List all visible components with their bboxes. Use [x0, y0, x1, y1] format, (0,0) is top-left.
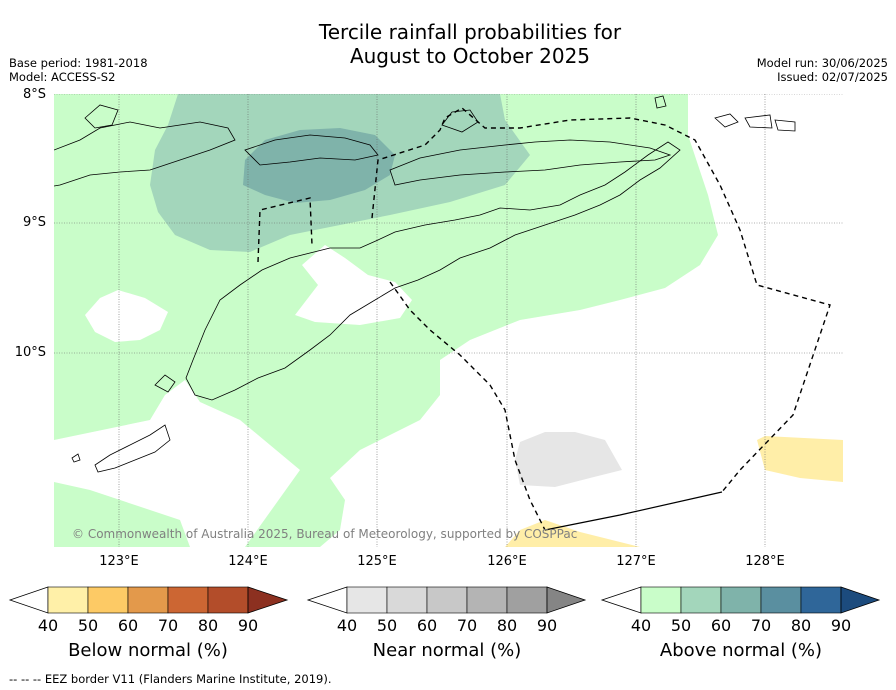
pantar-coastline	[84, 104, 119, 129]
near-normal-extend-high	[546, 586, 587, 614]
map-title: Tercile rainfall probabilities for Augus…	[0, 20, 896, 68]
moa-coastline	[744, 114, 773, 129]
below-tick-90: 90	[237, 616, 259, 635]
below-tick-60: 60	[117, 616, 139, 635]
above-tick-90: 90	[830, 616, 852, 635]
lon-label-125e: 125°E	[357, 554, 397, 569]
title-line-1: Tercile rainfall probabilities for	[318, 20, 622, 44]
lat-label-9s: 9°S	[22, 215, 46, 230]
near-tick-40: 40	[336, 616, 358, 635]
near-tick-60: 60	[416, 616, 438, 635]
above-tick-40: 40	[630, 616, 652, 635]
above-normal-extend-low	[600, 586, 642, 614]
issued-date: Issued: 02/07/2025	[777, 70, 888, 84]
near-tick-50: 50	[376, 616, 398, 635]
map-area: © Commonwealth of Australia 2025, Bureau…	[54, 94, 843, 547]
semau-coastline	[154, 374, 176, 393]
base-period: Base period: 1981-2018	[9, 56, 148, 70]
above-tick-70: 70	[750, 616, 772, 635]
coastlines	[54, 95, 796, 473]
alor-coastline	[244, 134, 379, 166]
eez-border	[257, 107, 831, 531]
above-normal-60-70-region	[243, 128, 395, 203]
graticule	[54, 94, 843, 547]
lon-label-127e: 127°E	[616, 554, 656, 569]
above-normal-swatch-60	[720, 586, 762, 614]
above-normal-swatch-50	[680, 586, 722, 614]
below-tick-80: 80	[197, 616, 219, 635]
above-tick-80: 80	[790, 616, 812, 635]
near-tick-90: 90	[536, 616, 558, 635]
colorbar-above-normal	[600, 586, 881, 614]
near-normal-swatch-80	[506, 586, 548, 614]
meta-left: Base period: 1981-2018 Model: ACCESS-S2	[9, 56, 148, 84]
model-name: Model: ACCESS-S2	[9, 70, 116, 84]
below-normal-40-50-region-east	[757, 436, 843, 482]
lon-label-128e: 128°E	[745, 554, 785, 569]
near-normal-swatch-40	[346, 586, 388, 614]
meta-right: Model run: 30/06/2025 Issued: 02/07/2025	[757, 56, 888, 84]
near-tick-80: 80	[496, 616, 518, 635]
eez-border-solid-segment	[544, 491, 723, 531]
below-normal-swatch-70	[167, 586, 209, 614]
near-normal-40-50-region	[515, 432, 622, 487]
colorbar-near-normal	[306, 586, 587, 614]
no-signal-hole-central	[295, 245, 412, 325]
above-normal-swatch-40	[640, 586, 682, 614]
below-normal-swatch-60	[127, 586, 169, 614]
lon-label-124e: 124°E	[228, 554, 268, 569]
timor-coastline	[185, 141, 681, 401]
above-normal-swatch-70	[760, 586, 802, 614]
near-normal-swatch-70	[466, 586, 508, 614]
near-normal-extend-low	[306, 586, 348, 614]
above-tick-60: 60	[710, 616, 732, 635]
below-normal-swatch-80	[207, 586, 249, 614]
below-tick-40: 40	[37, 616, 59, 635]
colorbar-below-normal	[8, 586, 289, 614]
above-tick-50: 50	[670, 616, 692, 635]
lat-label-10s: 10°S	[14, 345, 46, 360]
model-run: Model run: 30/06/2025	[756, 56, 888, 70]
leti-coastline	[714, 113, 739, 128]
flores-east-coastline	[54, 121, 236, 187]
below-normal-swatch-50	[87, 586, 129, 614]
wetar-coastline	[389, 139, 672, 186]
below-normal-40-50-region-south	[505, 520, 640, 547]
below-tick-70: 70	[157, 616, 179, 635]
near-normal-swatch-50	[386, 586, 428, 614]
above-normal-title: Above normal (%)	[659, 640, 823, 661]
below-tick-50: 50	[77, 616, 99, 635]
title-line-2: August to October 2025	[349, 44, 591, 68]
below-normal-title: Below normal (%)	[68, 640, 228, 661]
below-normal-extend-low	[8, 586, 49, 614]
rote-coastline	[94, 424, 171, 473]
below-normal-extend-high	[247, 586, 289, 614]
lakor-coastline	[774, 119, 796, 132]
near-normal-swatch-60	[426, 586, 468, 614]
no-signal-hole-west	[85, 290, 168, 342]
copyright-text: © Commonwealth of Australia 2025, Bureau…	[72, 527, 577, 541]
lat-label-8s: 8°S	[22, 87, 46, 102]
above-normal-40-50-region-southwest	[54, 482, 190, 547]
near-normal-title: Near normal (%)	[372, 640, 522, 661]
near-tick-70: 70	[456, 616, 478, 635]
eez-footer-note: -- -- -- EEZ border V11 (Flanders Marine…	[9, 672, 332, 686]
lon-label-126e: 126°E	[487, 554, 527, 569]
above-normal-swatch-80	[800, 586, 842, 614]
below-normal-swatch-40	[47, 586, 89, 614]
lon-label-123e: 123°E	[99, 554, 139, 569]
above-normal-extend-high	[840, 586, 881, 614]
sawu-coastline	[71, 453, 81, 463]
kisar-coastline	[654, 95, 667, 109]
